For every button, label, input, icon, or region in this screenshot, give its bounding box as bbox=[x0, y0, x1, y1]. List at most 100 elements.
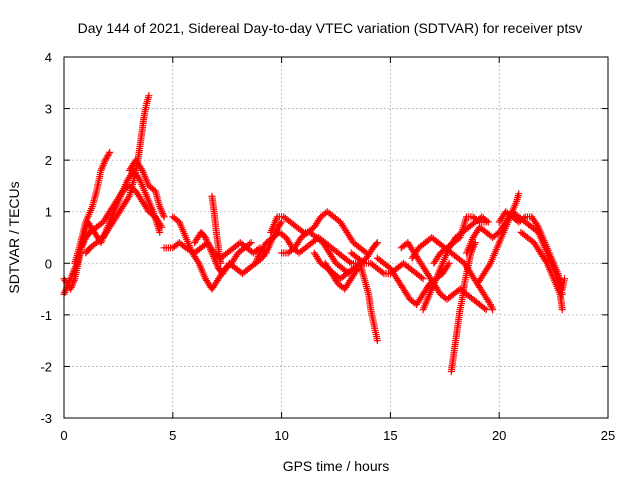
data-point bbox=[69, 280, 77, 288]
x-tick-label: 15 bbox=[383, 428, 397, 443]
data-point bbox=[97, 166, 105, 174]
data-point bbox=[159, 211, 167, 219]
data-point bbox=[346, 258, 354, 266]
data-point bbox=[254, 254, 262, 262]
y-axis-title: SDTVAR / TECUs bbox=[6, 181, 22, 293]
y-tick-label: -2 bbox=[40, 359, 52, 374]
data-point bbox=[209, 252, 217, 260]
chart-title: Day 144 of 2021, Sidereal Day-to-day VTE… bbox=[78, 20, 583, 36]
data-point bbox=[417, 273, 425, 281]
data-point bbox=[99, 161, 107, 169]
data-point bbox=[145, 92, 153, 100]
data-point bbox=[359, 258, 367, 266]
data-point bbox=[67, 283, 75, 291]
data-point bbox=[61, 287, 69, 295]
data-point bbox=[515, 190, 523, 198]
data-point bbox=[207, 247, 215, 255]
data-point bbox=[254, 252, 262, 260]
data-point bbox=[67, 285, 75, 293]
y-tick-label: -1 bbox=[40, 308, 52, 323]
data-point bbox=[471, 240, 479, 248]
data-point bbox=[156, 203, 164, 211]
data-point bbox=[558, 306, 566, 314]
data-point bbox=[124, 194, 132, 202]
data-point bbox=[100, 160, 108, 168]
data-point bbox=[482, 306, 490, 314]
data-point bbox=[202, 235, 210, 243]
y-tick-label: -3 bbox=[40, 411, 52, 426]
x-tick-label: 5 bbox=[169, 428, 176, 443]
data-point bbox=[485, 261, 493, 269]
y-tick-label: 0 bbox=[45, 256, 52, 271]
data-point bbox=[560, 275, 568, 283]
data-point bbox=[68, 282, 76, 290]
x-tick-label: 20 bbox=[492, 428, 506, 443]
data-point bbox=[488, 304, 496, 312]
data-point bbox=[520, 214, 528, 222]
data-point bbox=[445, 259, 453, 267]
data-point bbox=[156, 228, 164, 236]
data-point bbox=[70, 276, 78, 284]
data-series-ptsv bbox=[60, 92, 568, 376]
y-tick-label: 3 bbox=[45, 102, 52, 117]
data-point bbox=[158, 208, 166, 216]
data-point bbox=[69, 278, 77, 286]
data-point bbox=[372, 240, 380, 248]
data-point bbox=[201, 234, 209, 241]
axis-ticks: 0 5 10 15 20 25 -3 -2 -1 0 1 2 3 4 bbox=[40, 50, 615, 443]
data-point bbox=[489, 306, 497, 314]
x-tick-label: 0 bbox=[60, 428, 67, 443]
data-point bbox=[106, 148, 114, 156]
data-point bbox=[474, 217, 482, 225]
data-point bbox=[98, 163, 106, 171]
data-point bbox=[481, 304, 489, 312]
x-axis-title: GPS time / hours bbox=[283, 458, 390, 474]
data-point bbox=[252, 258, 260, 266]
data-point bbox=[353, 266, 361, 274]
data-point bbox=[482, 218, 490, 226]
data-point bbox=[208, 249, 216, 257]
y-tick-label: 4 bbox=[45, 50, 52, 65]
data-point bbox=[542, 258, 550, 266]
data-point bbox=[157, 206, 165, 214]
data-point bbox=[361, 248, 369, 256]
data-point bbox=[247, 239, 255, 247]
data-point bbox=[210, 254, 218, 262]
data-point bbox=[444, 261, 452, 269]
data-point bbox=[101, 158, 109, 166]
data-point bbox=[156, 204, 164, 212]
y-tick-label: 2 bbox=[45, 153, 52, 168]
x-tick-label: 25 bbox=[601, 428, 615, 443]
data-point bbox=[253, 256, 261, 264]
plot-area-border bbox=[63, 56, 609, 419]
data-point bbox=[105, 150, 113, 158]
data-point bbox=[373, 239, 381, 247]
data-point bbox=[487, 302, 495, 310]
data-point bbox=[213, 261, 221, 269]
data-point bbox=[61, 289, 69, 297]
y-tick-label: 1 bbox=[45, 205, 52, 220]
data-point bbox=[471, 239, 479, 247]
data-point bbox=[207, 246, 215, 254]
data-point bbox=[246, 240, 254, 248]
data-point bbox=[378, 268, 386, 276]
data-point bbox=[486, 301, 494, 309]
data-point bbox=[203, 237, 211, 245]
data-point bbox=[194, 258, 202, 266]
data-point bbox=[217, 259, 225, 267]
x-tick-label: 10 bbox=[274, 428, 288, 443]
data-point bbox=[298, 227, 306, 235]
data-point bbox=[206, 244, 214, 252]
data-point bbox=[159, 209, 167, 217]
data-point bbox=[209, 251, 217, 259]
data-point bbox=[160, 213, 168, 221]
data-point bbox=[204, 240, 212, 248]
data-point bbox=[533, 221, 541, 229]
data-point bbox=[419, 275, 427, 283]
data-point bbox=[98, 165, 106, 173]
data-point bbox=[251, 259, 259, 267]
data-point bbox=[373, 337, 381, 345]
data-point bbox=[205, 242, 213, 250]
data-point bbox=[204, 239, 212, 247]
